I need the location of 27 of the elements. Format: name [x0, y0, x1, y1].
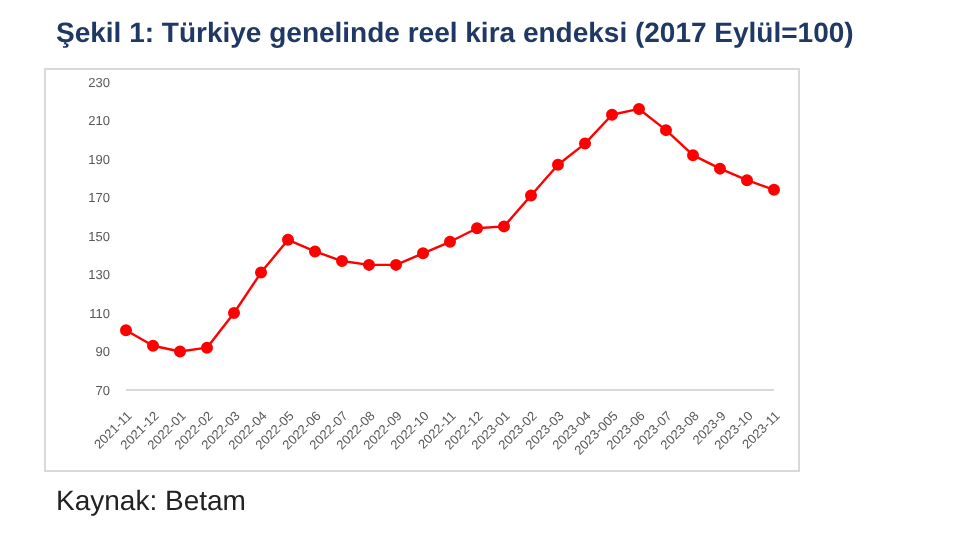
point [228, 307, 240, 319]
point [633, 102, 645, 115]
point [309, 245, 321, 258]
point [444, 235, 456, 248]
point [120, 324, 132, 337]
point [525, 189, 537, 202]
point [282, 233, 294, 246]
point [741, 174, 753, 187]
text: Kaynak: Betam [56, 484, 248, 516]
point [660, 124, 672, 137]
point [714, 162, 726, 175]
point [174, 345, 186, 358]
point [147, 339, 159, 352]
point [552, 158, 564, 171]
point [390, 258, 402, 271]
point [363, 258, 375, 271]
point [606, 108, 618, 121]
chart-title: Şekil 1: Türkiye genelinde reel kira endeksi (2017 Eylül=100) [56, 16, 856, 52]
point [579, 137, 591, 150]
point [768, 183, 780, 196]
point [471, 222, 483, 235]
point [687, 149, 699, 162]
point [417, 247, 429, 260]
point [201, 341, 213, 354]
point [498, 220, 510, 233]
point [255, 266, 267, 279]
point [336, 255, 348, 268]
